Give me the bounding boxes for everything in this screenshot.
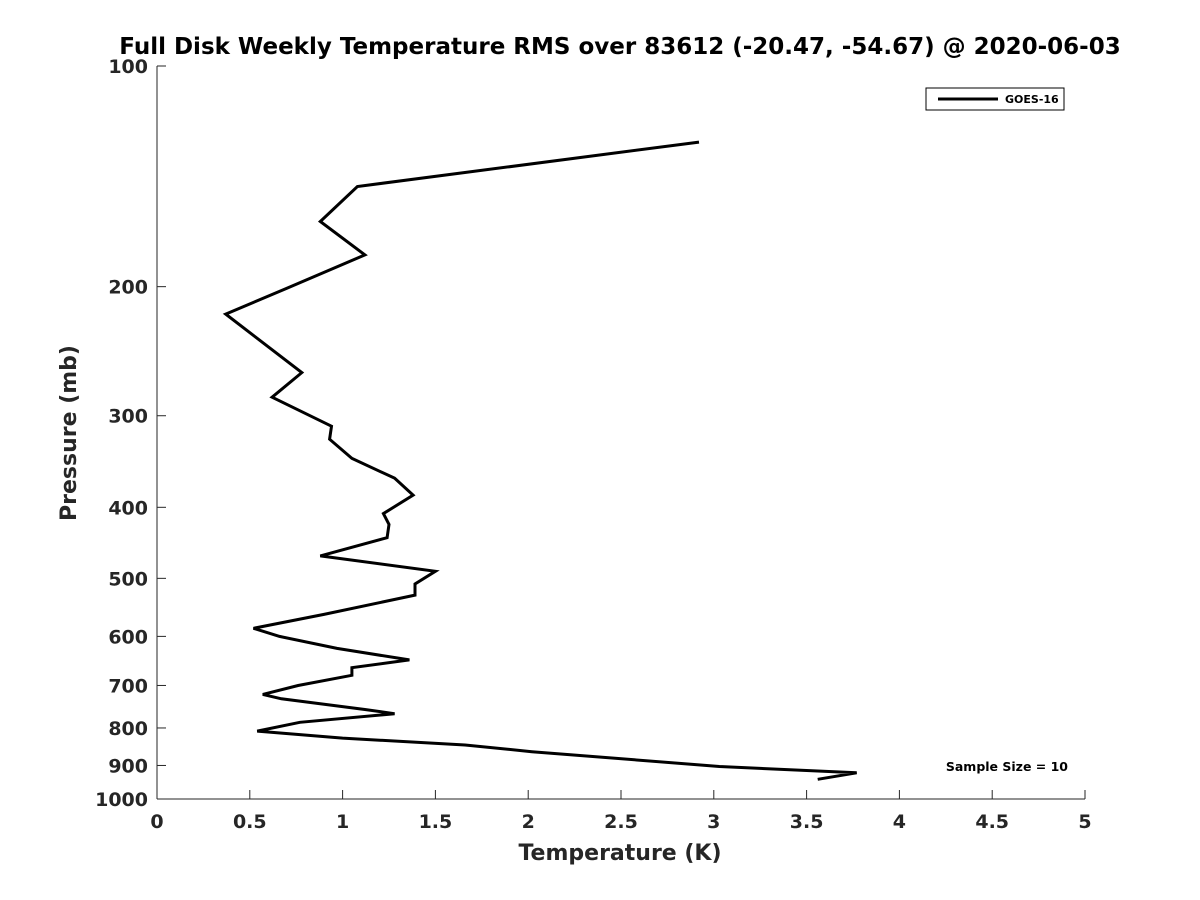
y-tick-label: 500: [108, 568, 148, 590]
sample-size-annotation: Sample Size = 10: [946, 759, 1068, 774]
y-axis: 100 200 300 400 500 600 700 800 900 1000: [95, 56, 166, 811]
x-axis: 0 0.5 1 1.5 2 2.5 3 3.5 4 4.5 5: [150, 790, 1092, 833]
x-tick-label: 5: [1078, 811, 1091, 833]
x-tick-label: 2.5: [604, 811, 638, 833]
y-tick-label: 700: [108, 675, 148, 697]
series-layer: [222, 140, 857, 781]
x-tick-label: 1: [336, 811, 349, 833]
series-line-goes-16: [222, 140, 857, 781]
legend-label-goes-16: GOES-16: [1005, 93, 1059, 106]
x-tick-label: 3: [707, 811, 720, 833]
y-tick-label: 1000: [95, 789, 148, 811]
y-tick-label: 200: [108, 277, 148, 299]
x-tick-label: 1.5: [419, 811, 453, 833]
x-tick-label: 4.5: [975, 811, 1009, 833]
legend: GOES-16: [925, 87, 1065, 111]
y-tick-label: 600: [108, 626, 148, 648]
plot-frame: [156, 66, 1085, 800]
x-axis-label: Temperature (K): [518, 841, 721, 866]
y-tick-label: 900: [108, 755, 148, 777]
y-tick-label: 300: [108, 406, 148, 428]
x-tick-label: 3.5: [790, 811, 824, 833]
y-axis-label: Pressure (mb): [57, 345, 82, 521]
x-tick-label: 2: [522, 811, 535, 833]
chart-title: Full Disk Weekly Temperature RMS over 83…: [119, 34, 1121, 60]
x-tick-label: 0.5: [233, 811, 267, 833]
x-tick-label: 0: [150, 811, 163, 833]
y-tick-label: 400: [108, 497, 148, 519]
y-tick-label: 100: [108, 56, 148, 78]
x-tick-label: 4: [893, 811, 906, 833]
y-tick-label: 800: [108, 718, 148, 740]
